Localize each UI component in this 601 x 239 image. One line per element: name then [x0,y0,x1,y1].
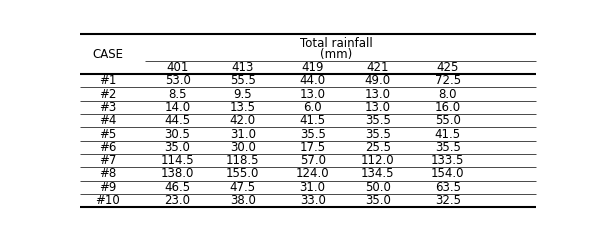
Text: 42.0: 42.0 [230,114,256,127]
Text: #6: #6 [99,141,117,154]
Text: 35.0: 35.0 [165,141,191,154]
Text: Total rainfall: Total rainfall [299,37,373,50]
Text: 35.5: 35.5 [435,141,461,154]
Text: 30.0: 30.0 [230,141,256,154]
Text: 114.5: 114.5 [161,154,194,167]
Text: 38.0: 38.0 [230,194,256,207]
Text: 413: 413 [231,61,254,74]
Text: 8.0: 8.0 [439,87,457,101]
Text: (mm): (mm) [320,48,352,61]
Text: #5: #5 [99,127,117,141]
Text: #10: #10 [96,194,120,207]
Text: 13.0: 13.0 [365,87,391,101]
Text: 55.5: 55.5 [230,74,256,87]
Text: 6.0: 6.0 [304,101,322,114]
Text: 63.5: 63.5 [435,181,461,194]
Text: 72.5: 72.5 [435,74,461,87]
Text: 401: 401 [166,61,189,74]
Text: 8.5: 8.5 [168,87,187,101]
Text: 9.5: 9.5 [234,87,252,101]
Text: 112.0: 112.0 [361,154,395,167]
Text: 41.5: 41.5 [435,127,461,141]
Text: #2: #2 [99,87,117,101]
Text: #1: #1 [99,74,117,87]
Text: 33.0: 33.0 [300,194,326,207]
Text: #9: #9 [99,181,117,194]
Text: 134.5: 134.5 [361,168,395,180]
Text: 49.0: 49.0 [365,74,391,87]
Text: #4: #4 [99,114,117,127]
Text: 118.5: 118.5 [226,154,260,167]
Text: 57.0: 57.0 [300,154,326,167]
Text: 16.0: 16.0 [435,101,461,114]
Text: 32.5: 32.5 [435,194,461,207]
Text: 31.0: 31.0 [300,181,326,194]
Text: 35.5: 35.5 [365,114,391,127]
Text: 133.5: 133.5 [431,154,465,167]
Text: #8: #8 [99,168,117,180]
Text: #7: #7 [99,154,117,167]
Text: 13.0: 13.0 [300,87,326,101]
Text: 44.5: 44.5 [165,114,191,127]
Text: 50.0: 50.0 [365,181,391,194]
Text: 425: 425 [436,61,459,74]
Text: #3: #3 [99,101,117,114]
Text: CASE: CASE [92,48,123,61]
Text: 421: 421 [367,61,389,74]
Text: 30.5: 30.5 [165,127,191,141]
Text: 138.0: 138.0 [161,168,194,180]
Text: 13.5: 13.5 [230,101,256,114]
Text: 25.5: 25.5 [365,141,391,154]
Text: 46.5: 46.5 [165,181,191,194]
Text: 14.0: 14.0 [165,101,191,114]
Text: 35.5: 35.5 [365,127,391,141]
Text: 47.5: 47.5 [230,181,256,194]
Text: 55.0: 55.0 [435,114,461,127]
Text: 154.0: 154.0 [431,168,465,180]
Text: 35.0: 35.0 [365,194,391,207]
Text: 41.5: 41.5 [300,114,326,127]
Text: 23.0: 23.0 [165,194,191,207]
Text: 17.5: 17.5 [300,141,326,154]
Text: 31.0: 31.0 [230,127,256,141]
Text: 44.0: 44.0 [300,74,326,87]
Text: 124.0: 124.0 [296,168,329,180]
Text: 13.0: 13.0 [365,101,391,114]
Text: 35.5: 35.5 [300,127,326,141]
Text: 53.0: 53.0 [165,74,191,87]
Text: 419: 419 [302,61,324,74]
Text: 155.0: 155.0 [226,168,260,180]
